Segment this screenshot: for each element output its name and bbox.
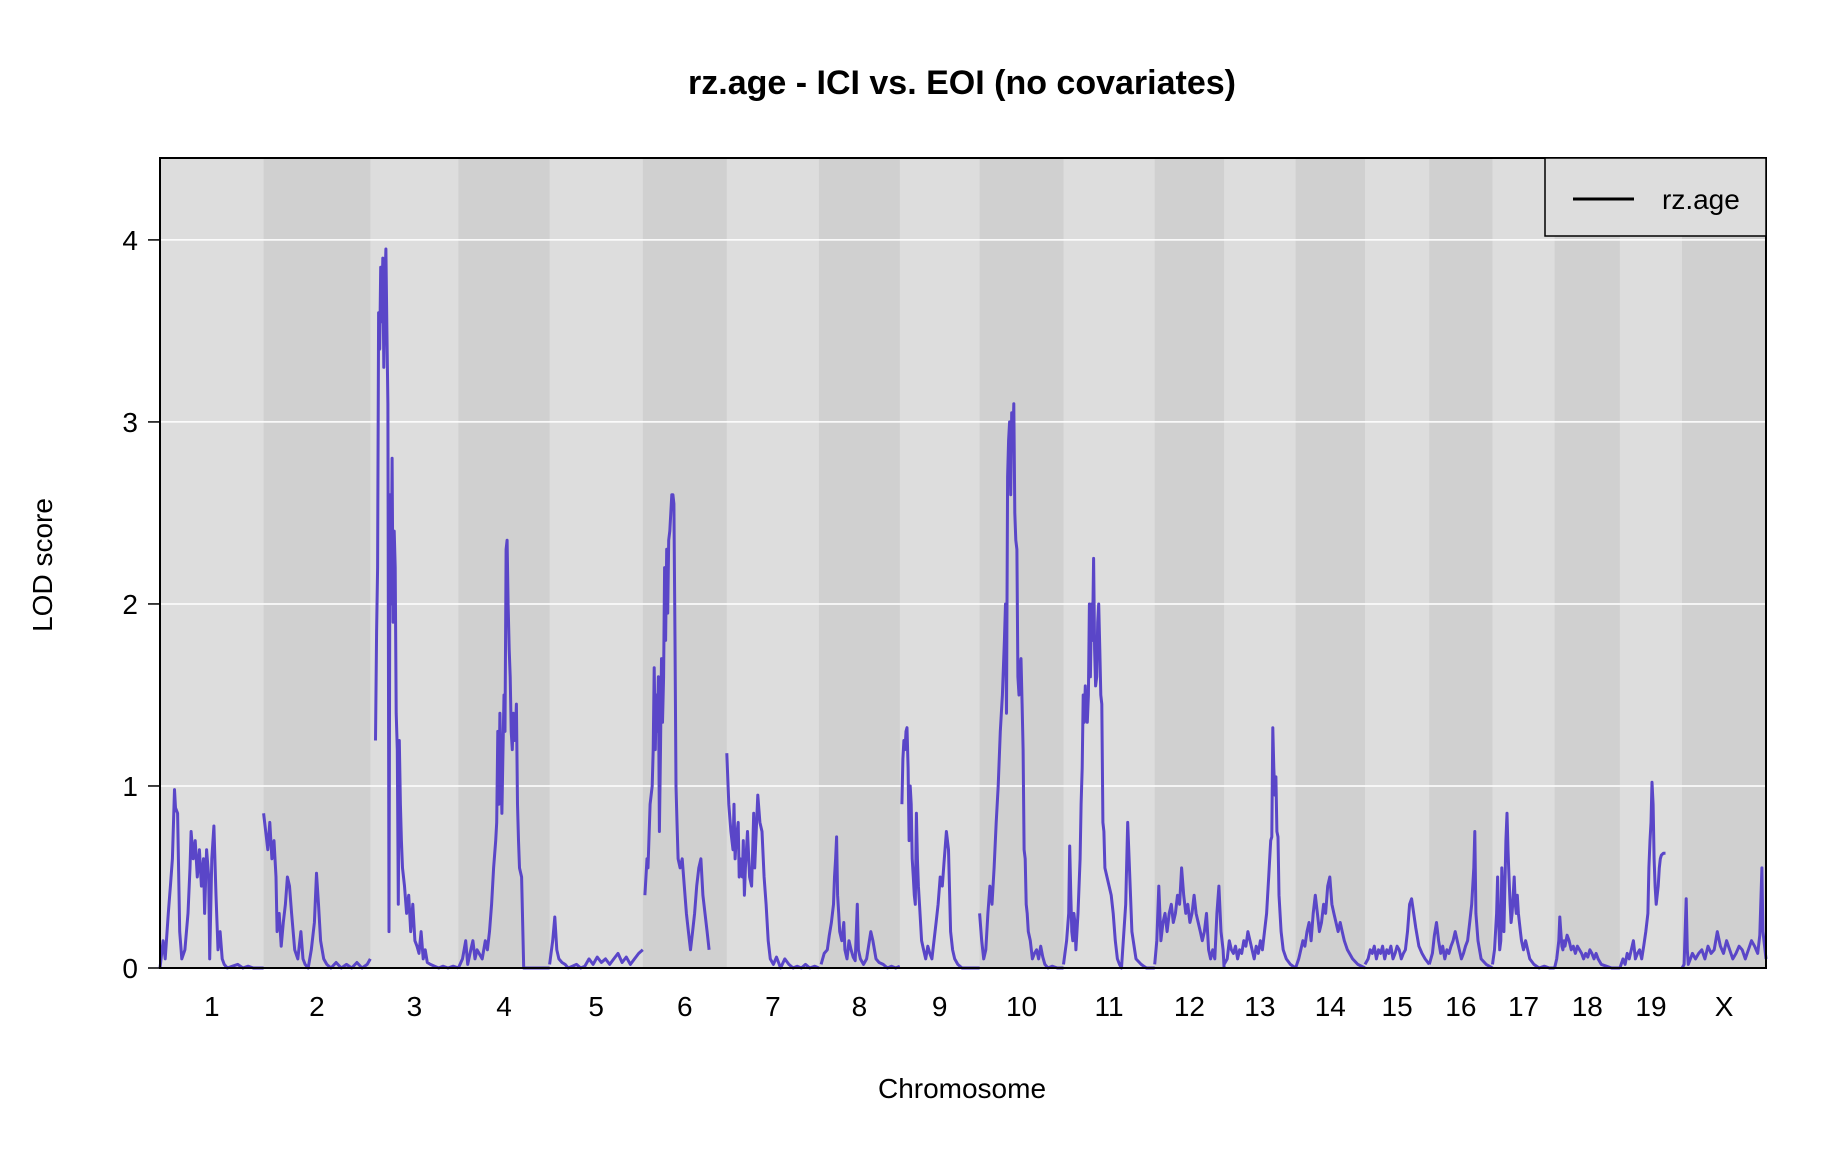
x-tick-label-chr-18: 18 [1572, 991, 1603, 1022]
legend-box [1544, 157, 1767, 237]
band-chr-8 [818, 158, 901, 968]
y-axis-label: LOD score [27, 498, 58, 632]
band-chr-14 [1295, 158, 1366, 968]
plot-frame [159, 157, 1767, 969]
x-tick-label-chr-12: 12 [1174, 991, 1205, 1022]
x-axis-label: Chromosome [878, 1073, 1046, 1104]
band-chr-5 [549, 158, 644, 968]
x-tick-label-chr-5: 5 [588, 991, 604, 1022]
x-tick-label-chr-15: 15 [1382, 991, 1413, 1022]
x-tick-label-chr-17: 17 [1508, 991, 1539, 1022]
gridlines [160, 239, 1766, 787]
y-tick-label-3: 3 [122, 407, 138, 438]
band-chr-18 [1554, 158, 1621, 968]
y-tick-label-1: 1 [122, 771, 138, 802]
x-tick-label-chr-16: 16 [1445, 991, 1476, 1022]
x-tick-label-chr-14: 14 [1315, 991, 1346, 1022]
x-tick-label-chr-6: 6 [677, 991, 693, 1022]
band-chr-15 [1365, 158, 1430, 968]
x-tick-label-chr-2: 2 [309, 991, 325, 1022]
chromosome-bands [160, 158, 1767, 968]
x-tick-label-chr-13: 13 [1244, 991, 1275, 1022]
y-tick-label-0: 0 [122, 953, 138, 984]
band-chr-6 [642, 158, 728, 968]
band-chr-12 [1154, 158, 1225, 968]
band-chr-2 [263, 158, 371, 968]
x-tick-label-chr-11: 11 [1095, 991, 1124, 1022]
x-tick-label-chr-10: 10 [1006, 991, 1037, 1022]
x-tick-label-chr-X: X [1715, 991, 1734, 1022]
x-tick-label-chr-9: 9 [932, 991, 948, 1022]
x-tick-label-chr-3: 3 [407, 991, 423, 1022]
x-tick-label-chr-1: 1 [204, 991, 220, 1022]
legend-label-rz-age: rz.age [1662, 184, 1740, 215]
band-chr-10 [979, 158, 1065, 968]
band-chr-13 [1224, 158, 1297, 968]
x-tick-label-chr-4: 4 [496, 991, 512, 1022]
band-chr-X [1682, 158, 1767, 968]
band-chr-11 [1063, 158, 1156, 968]
y-tick-label-4: 4 [122, 225, 138, 256]
series-line-rz-age [158, 247, 1768, 970]
chart-title: rz.age - ICI vs. EOI (no covariates) [688, 64, 1236, 102]
legend: rz.age [1544, 157, 1767, 237]
x-tick-label-chr-8: 8 [852, 991, 868, 1022]
y-tick-label-2: 2 [122, 589, 138, 620]
band-chr-7 [726, 158, 820, 968]
band-chr-4 [458, 158, 551, 968]
x-tick-label-chr-19: 19 [1635, 991, 1666, 1022]
x-tick-label-chr-7: 7 [765, 991, 781, 1022]
band-chr-17 [1492, 158, 1556, 968]
y-axis: 0 1 2 3 4 [122, 225, 160, 984]
x-axis: 1 2 3 4 5 6 7 8 9 10 11 12 13 14 15 16 17 18 19 X [204, 991, 1734, 1022]
band-chr-16 [1429, 158, 1493, 968]
